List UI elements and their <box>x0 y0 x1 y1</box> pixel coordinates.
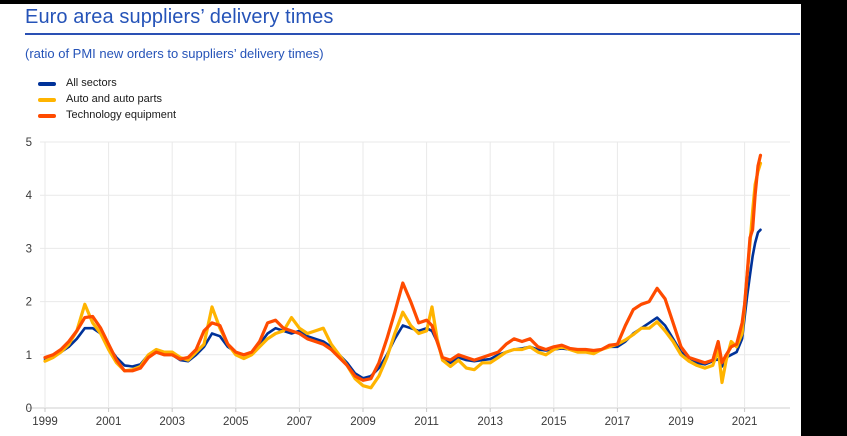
chart-subtitle: (ratio of PMI new orders to suppliers’ d… <box>25 46 324 61</box>
legend-label: All sectors <box>66 77 117 89</box>
legend-item-auto: Auto and auto parts <box>38 94 176 105</box>
svg-text:5: 5 <box>26 137 32 149</box>
legend-label: Auto and auto parts <box>66 93 163 105</box>
svg-text:1: 1 <box>26 350 32 362</box>
svg-text:3: 3 <box>26 243 32 255</box>
svg-text:2017: 2017 <box>605 416 631 428</box>
svg-text:2015: 2015 <box>541 416 567 428</box>
svg-text:2003: 2003 <box>159 416 185 428</box>
technology-swatch-icon <box>38 113 56 118</box>
svg-text:4: 4 <box>26 190 33 202</box>
svg-text:2013: 2013 <box>477 416 503 428</box>
chart-legend: All sectors Auto and auto parts Technolo… <box>38 78 176 121</box>
line-chart-plot-area: 0 1 2 3 4 5 1999 2001 2003 2005 2007 2009 2011 2013 20… <box>26 137 790 428</box>
frame-top-bar <box>0 0 847 4</box>
page-title: Euro area suppliers’ delivery times <box>25 6 334 28</box>
legend-label: Technology equipment <box>66 109 177 121</box>
svg-text:1999: 1999 <box>32 416 58 428</box>
svg-text:2007: 2007 <box>287 416 313 428</box>
svg-text:2011: 2011 <box>414 416 439 428</box>
svg-text:2: 2 <box>26 297 32 309</box>
svg-text:2019: 2019 <box>668 416 694 428</box>
all-sectors-swatch-icon <box>38 81 56 86</box>
svg-text:2009: 2009 <box>350 416 376 428</box>
legend-item-technology: Technology equipment <box>38 110 176 121</box>
legend-item-all-sectors: All sectors <box>38 78 176 89</box>
svg-text:2001: 2001 <box>96 416 122 428</box>
auto-swatch-icon <box>38 97 56 102</box>
frame-right-bar <box>801 4 847 436</box>
svg-text:0: 0 <box>26 403 32 415</box>
svg-text:2021: 2021 <box>732 416 758 428</box>
svg-text:2005: 2005 <box>223 416 249 428</box>
title-rule <box>25 33 800 35</box>
